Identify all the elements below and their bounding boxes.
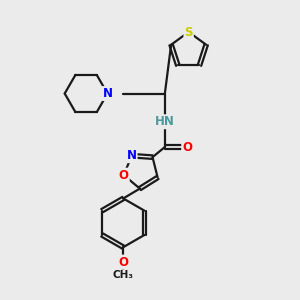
- Text: N: N: [127, 149, 136, 162]
- Text: N: N: [103, 87, 112, 100]
- Text: O: O: [119, 169, 129, 182]
- Text: O: O: [118, 256, 128, 268]
- Text: O: O: [182, 140, 192, 154]
- Text: S: S: [184, 26, 193, 38]
- Text: CH₃: CH₃: [113, 270, 134, 280]
- Text: HN: HN: [155, 115, 175, 128]
